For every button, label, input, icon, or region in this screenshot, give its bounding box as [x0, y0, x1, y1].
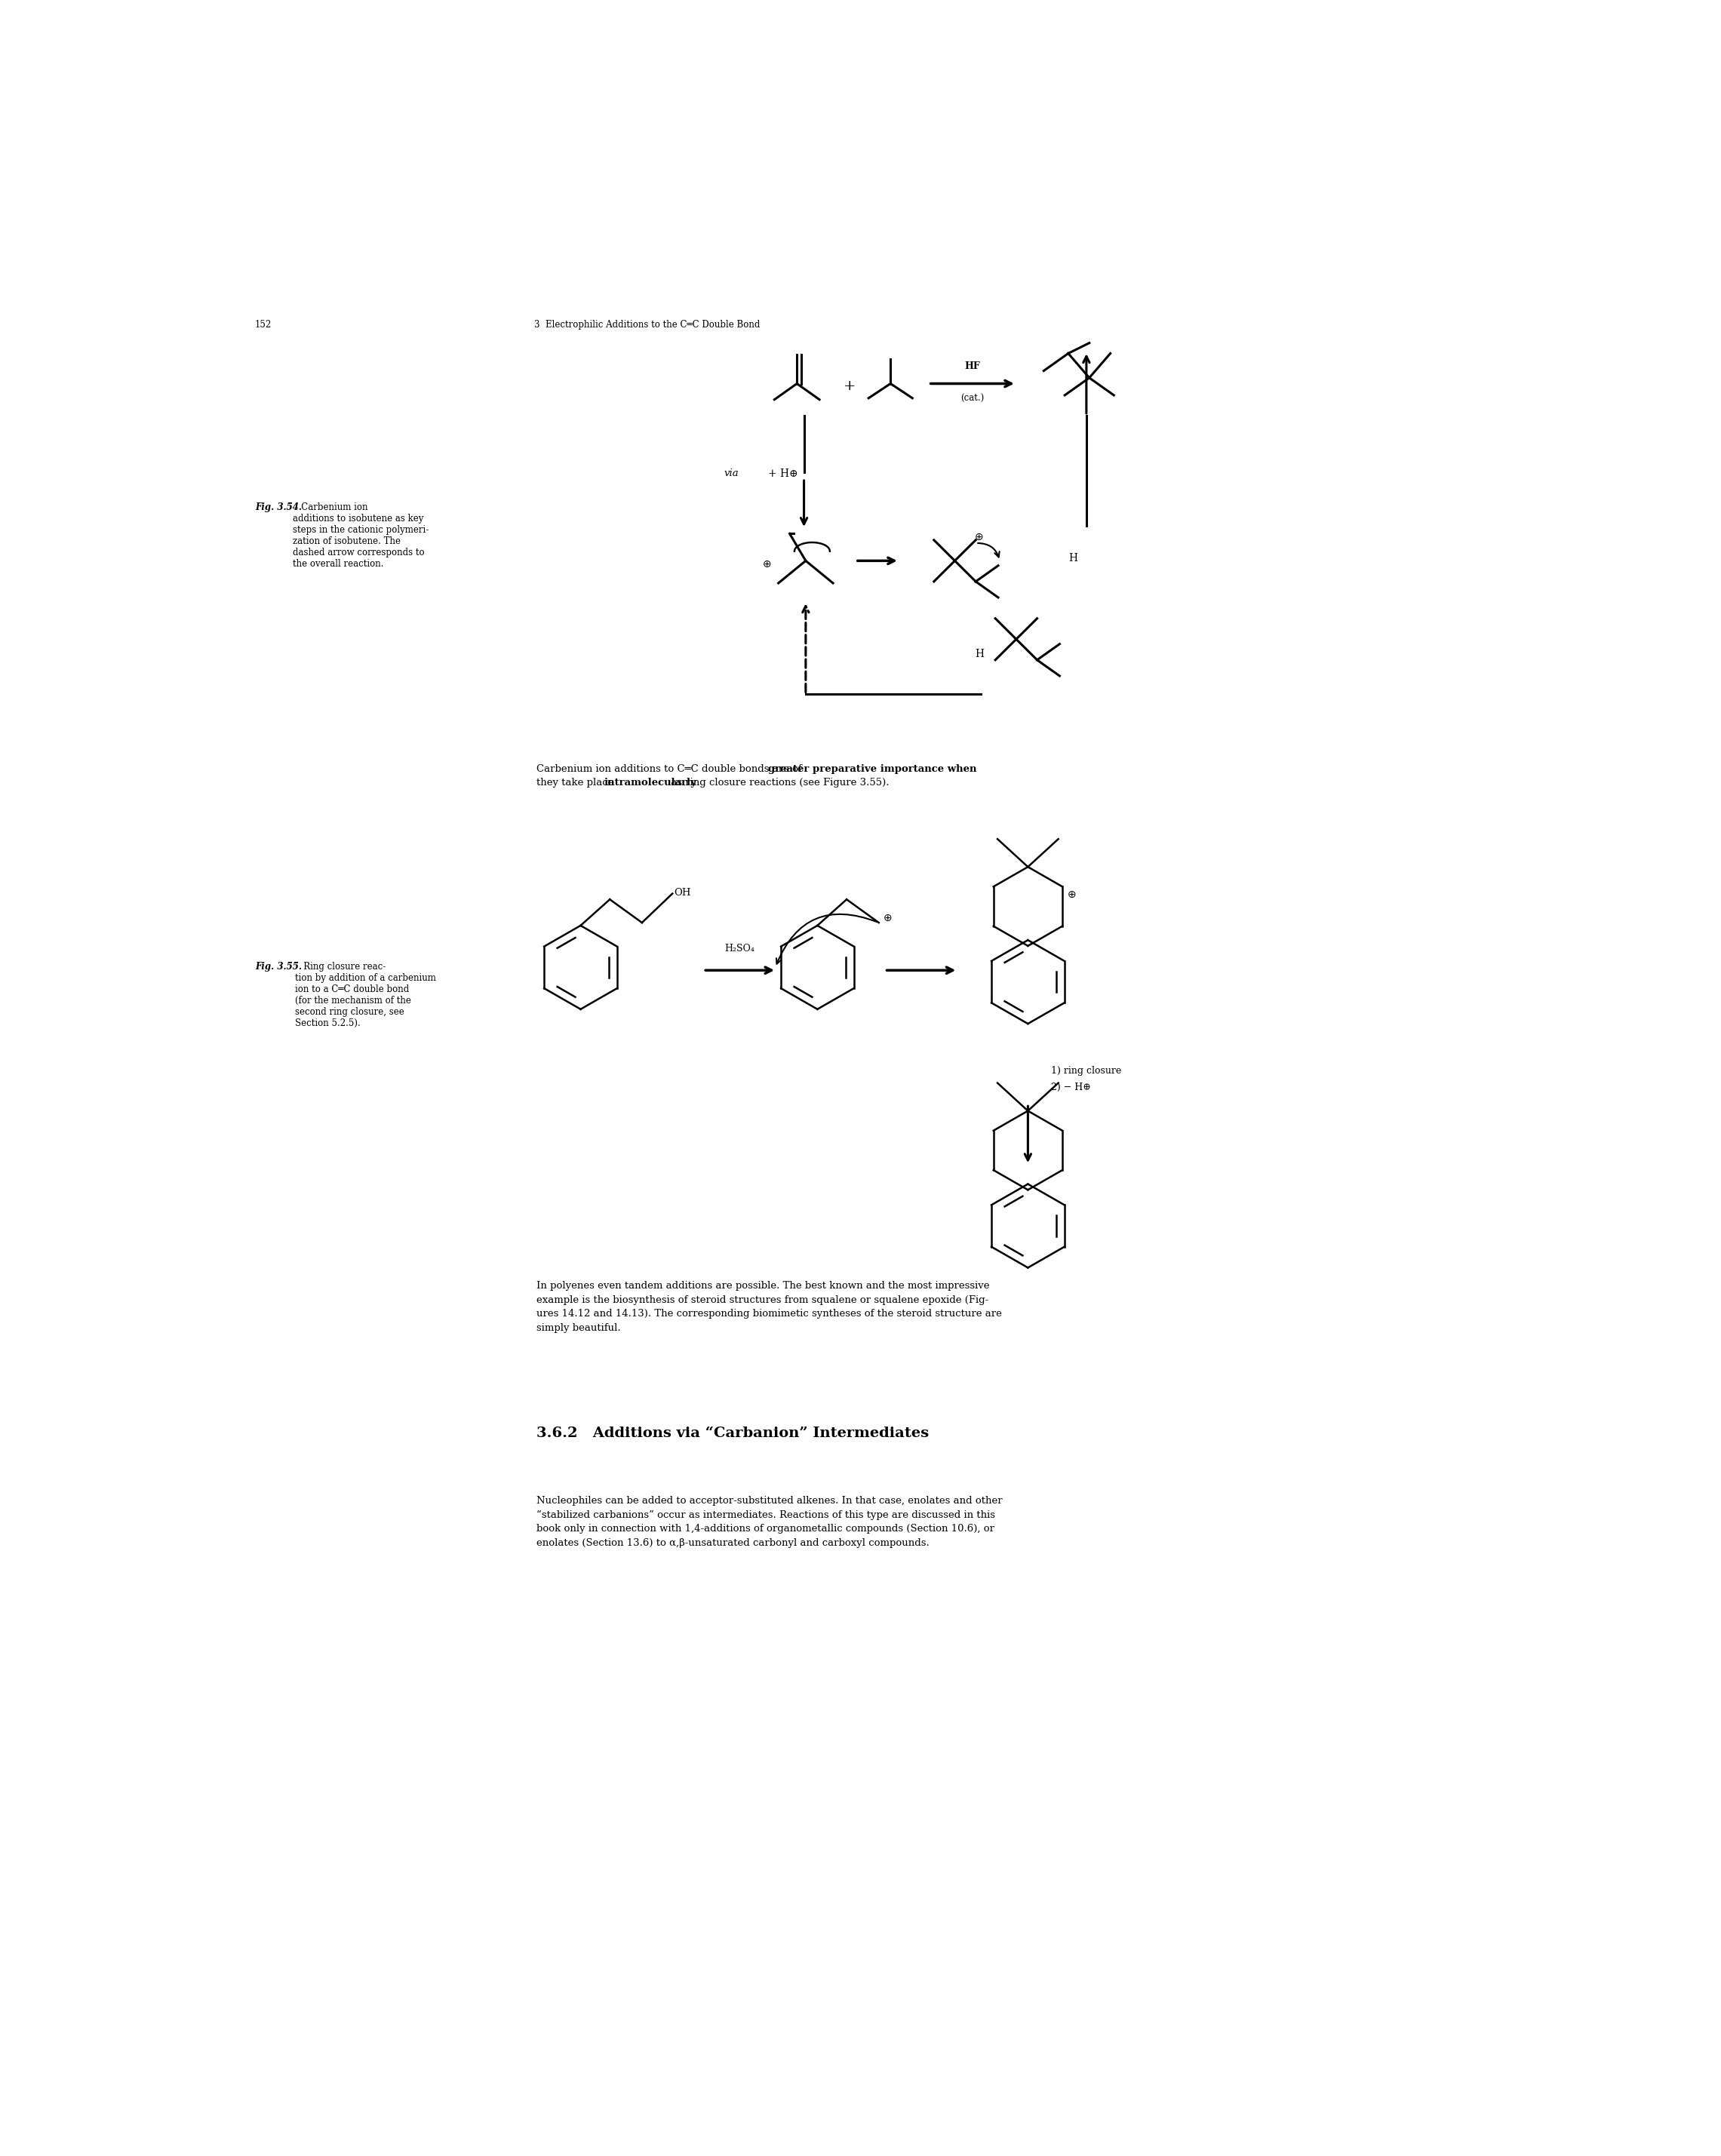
Text: Carbenium ion
additions to isobutene as key
steps in the cationic polymeri-
zati: Carbenium ion additions to isobutene as …	[293, 502, 429, 569]
Text: intramolecularly: intramolecularly	[604, 778, 697, 787]
Text: ⊕: ⊕	[883, 912, 891, 923]
Text: HF: HF	[964, 360, 981, 371]
Text: (cat.): (cat.)	[960, 395, 984, 403]
Text: ⊕: ⊕	[1067, 890, 1076, 899]
Text: 3  Electrophilic Additions to the C═C Double Bond: 3 Electrophilic Additions to the C═C Dou…	[534, 319, 759, 330]
Text: Fig. 3.54.: Fig. 3.54.	[255, 502, 301, 513]
Text: they take place: they take place	[537, 778, 618, 787]
Text: Carbenium ion additions to C═C double bonds are of: Carbenium ion additions to C═C double bo…	[537, 763, 805, 774]
Text: Ring closure reac-
tion by addition of a carbenium
ion to a C═C double bond
(for: Ring closure reac- tion by addition of a…	[294, 962, 435, 1028]
Text: 2) − H⊕: 2) − H⊕	[1052, 1082, 1091, 1093]
Text: 152: 152	[255, 319, 272, 330]
Text: as ring closure reactions (see Figure 3.55).: as ring closure reactions (see Figure 3.…	[668, 778, 890, 787]
Text: +: +	[843, 379, 855, 392]
Text: H: H	[1069, 552, 1077, 563]
Text: 3.6.2   Additions via “Carbanion” Intermediates: 3.6.2 Additions via “Carbanion” Intermed…	[537, 1427, 929, 1440]
Text: ⊕: ⊕	[974, 533, 983, 541]
Text: ⊕: ⊕	[762, 558, 771, 569]
Text: In polyenes even tandem additions are possible. The best known and the most impr: In polyenes even tandem additions are po…	[537, 1281, 1002, 1332]
Text: Nucleophiles can be added to acceptor-substituted alkenes. In that case, enolate: Nucleophiles can be added to acceptor-su…	[537, 1496, 1003, 1548]
Text: H: H	[976, 649, 984, 660]
Text: OH: OH	[675, 888, 692, 897]
Text: + H⊕: + H⊕	[768, 468, 797, 479]
Text: H₂SO₄: H₂SO₄	[725, 944, 756, 953]
Text: Fig. 3.55.: Fig. 3.55.	[255, 962, 301, 972]
Text: via: via	[725, 468, 738, 479]
Text: 1) ring closure: 1) ring closure	[1052, 1065, 1122, 1076]
Text: greater preparative importance when: greater preparative importance when	[768, 763, 976, 774]
